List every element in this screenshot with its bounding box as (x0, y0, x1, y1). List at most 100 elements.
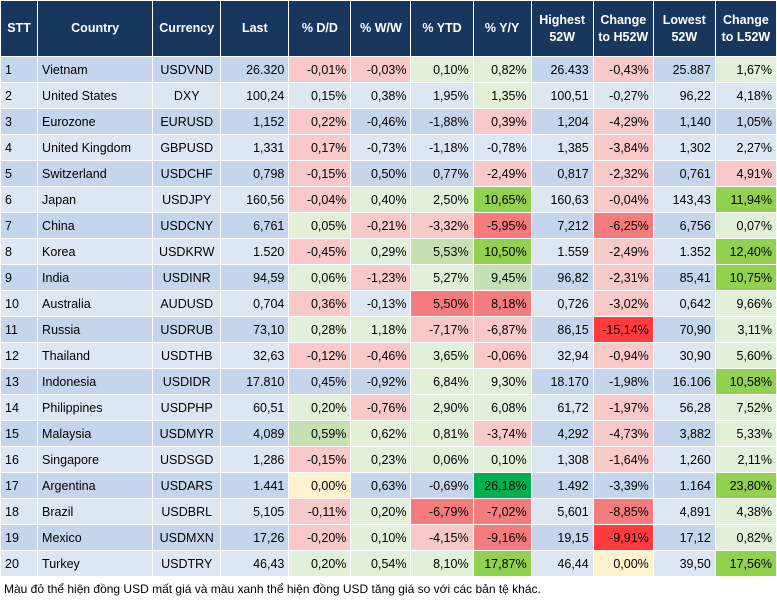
table-row: 5 Switzerland USDCHF 0,798 -0,15% 0,50% 0,77% -… (0, 160, 777, 187)
table-row: 16 Singapore USDSGD 1,286 -0,15% 0,23% 0,06% 0,… (0, 446, 777, 473)
table-cell: -6,79% (410, 498, 474, 525)
table-cell: USDTHB (152, 342, 222, 369)
table-row: 2 United States DXY 100,24 0,15% 0,38% 1,95% 1,… (0, 82, 777, 109)
table-cell: 6,08% (472, 394, 532, 421)
table-cell: USDCNY (152, 212, 222, 239)
table-cell: 0,40% (350, 186, 412, 213)
table-cell: -1,97% (592, 394, 654, 421)
country-cell: Russia (37, 316, 154, 343)
table-cell: USDKRW (152, 238, 222, 265)
column-header: Last (220, 0, 290, 57)
table-cell: 17,56% (714, 550, 777, 577)
table-cell: 100,51 (530, 82, 594, 109)
table-cell: 1 (0, 56, 39, 83)
column-header: Change to H52W (592, 0, 654, 57)
table-cell: 100,24 (220, 82, 290, 109)
table-cell: 8 (0, 238, 39, 265)
table-cell: -0,92% (350, 368, 412, 395)
table-cell: -0,11% (288, 498, 352, 525)
table-cell: 20 (0, 550, 39, 577)
country-cell: Vietnam (37, 56, 154, 83)
table-cell: 1,286 (220, 446, 290, 473)
table-cell: -0,04% (288, 186, 352, 213)
table-cell: 0,06% (288, 264, 352, 291)
table-cell: 0,06% (410, 446, 474, 473)
table-cell: USDIDR (152, 368, 222, 395)
table-cell: -0,76% (350, 394, 412, 421)
table-cell: 0,761 (652, 160, 716, 187)
country-cell: Eurozone (37, 108, 154, 135)
table-cell: USDBRL (152, 498, 222, 525)
table-cell: -4,29% (592, 108, 654, 135)
table-cell: -0,03% (350, 56, 412, 83)
table-cell: -3,39% (592, 472, 654, 499)
table-cell: -6,87% (472, 316, 532, 343)
table-cell: 1,331 (220, 134, 290, 161)
table-cell: -3,32% (410, 212, 474, 239)
table-cell: -0,04% (592, 186, 654, 213)
table-cell: 8,18% (472, 290, 532, 317)
column-header: % YTD (410, 0, 474, 57)
table-cell: USDINR (152, 264, 222, 291)
table-cell: 19,15 (530, 524, 594, 551)
table-cell: 4,38% (714, 498, 777, 525)
table-cell: 1,05% (714, 108, 777, 135)
table-cell: 0,00% (592, 550, 654, 577)
table-row: 14 Philippines USDPHP 60,51 0,20% -0,76% 2,90%… (0, 394, 777, 421)
table-cell: 1,260 (652, 446, 716, 473)
table-cell: 2,90% (410, 394, 474, 421)
table-cell: 0,82% (472, 56, 532, 83)
table-cell: 46,44 (530, 550, 594, 577)
table-cell: 17,12 (652, 524, 716, 551)
column-header: Currency (152, 0, 222, 57)
table-cell: 26.433 (530, 56, 594, 83)
table-cell: 0,22% (288, 108, 352, 135)
table-cell: -7,17% (410, 316, 474, 343)
table-cell: 1.559 (530, 238, 594, 265)
table-cell: -0,94% (592, 342, 654, 369)
table-cell: -9,91% (592, 524, 654, 551)
table-cell: 56,28 (652, 394, 716, 421)
table-cell: 10,50% (472, 238, 532, 265)
table-cell: -0,06% (472, 342, 532, 369)
table-row: 17 Argentina USDARS 1.441 0,00% 0,63% -0,69% 26… (0, 472, 777, 499)
table-cell: -9,16% (472, 524, 532, 551)
table-cell: 32,63 (220, 342, 290, 369)
table-cell: 0,36% (288, 290, 352, 317)
table-cell: 13 (0, 368, 39, 395)
country-cell: Australia (37, 290, 154, 317)
table-cell: 2,11% (714, 446, 777, 473)
country-cell: Turkey (37, 550, 154, 577)
table-cell: USDJPY (152, 186, 222, 213)
country-cell: Singapore (37, 446, 154, 473)
table-cell: 10,75% (714, 264, 777, 291)
table-cell: 3,11% (714, 316, 777, 343)
table-cell: 73,10 (220, 316, 290, 343)
table-cell: 0,45% (288, 368, 352, 395)
table-cell: -0,27% (592, 82, 654, 109)
table-row: 1 Vietnam USDVND 26.320 -0,01% -0,03% 0,10% 0,8… (0, 56, 777, 83)
table-row: 15 Malaysia USDMYR 4,089 0,59% 0,62% 0,81% -3,7… (0, 420, 777, 447)
table-cell: 4,18% (714, 82, 777, 109)
table-cell: 19 (0, 524, 39, 551)
country-cell: Malaysia (37, 420, 154, 447)
table-cell: 96,22 (652, 82, 716, 109)
table-cell: 0,642 (652, 290, 716, 317)
table-cell: 5,601 (530, 498, 594, 525)
table-cell: 160,56 (220, 186, 290, 213)
country-cell: China (37, 212, 154, 239)
table-cell: 10,58% (714, 368, 777, 395)
table-cell: 0,20% (350, 498, 412, 525)
table-cell: -0,46% (350, 342, 412, 369)
table-cell: 0,704 (220, 290, 290, 317)
table-cell: 16.106 (652, 368, 716, 395)
footnote: Màu đỏ thể hiện đồng USD mất giá và màu … (4, 582, 541, 596)
table-cell: 96,82 (530, 264, 594, 291)
country-cell: Korea (37, 238, 154, 265)
table-cell: 86,15 (530, 316, 594, 343)
table-cell: 1.352 (652, 238, 716, 265)
country-cell: Japan (37, 186, 154, 213)
table-cell: 1,95% (410, 82, 474, 109)
table-cell: 3,65% (410, 342, 474, 369)
table-cell: 2,50% (410, 186, 474, 213)
